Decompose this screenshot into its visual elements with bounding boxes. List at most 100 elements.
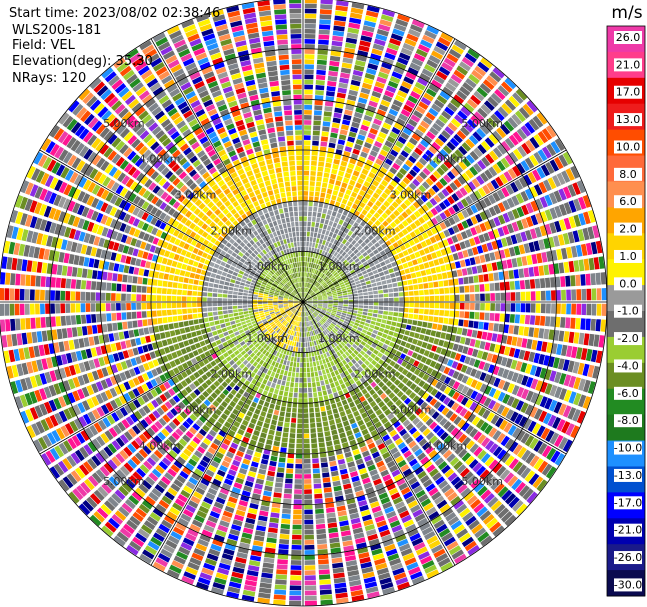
velocity-gate bbox=[439, 222, 447, 230]
velocity-gate bbox=[326, 290, 331, 293]
velocity-gate bbox=[386, 113, 396, 121]
velocity-gate bbox=[352, 335, 358, 341]
velocity-gate bbox=[448, 318, 454, 325]
velocity-gate bbox=[308, 206, 313, 212]
velocity-gate bbox=[300, 327, 302, 332]
velocity-gate bbox=[332, 117, 341, 124]
velocity-gate bbox=[319, 146, 327, 152]
velocity-gate bbox=[327, 147, 335, 154]
velocity-gate bbox=[382, 343, 389, 350]
velocity-gate bbox=[327, 362, 332, 368]
velocity-gate bbox=[515, 292, 521, 301]
velocity-gate bbox=[308, 402, 314, 408]
velocity-gate bbox=[168, 449, 178, 459]
velocity-gate bbox=[497, 391, 506, 402]
velocity-gate bbox=[333, 298, 338, 301]
velocity-gate bbox=[417, 389, 425, 397]
velocity-gate bbox=[429, 236, 437, 244]
velocity-gate bbox=[339, 468, 348, 475]
velocity-gate bbox=[568, 216, 577, 229]
velocity-gate bbox=[375, 397, 382, 404]
velocity-gate bbox=[571, 303, 577, 315]
velocity-gate bbox=[469, 311, 475, 319]
velocity-gate bbox=[497, 486, 509, 498]
velocity-gate bbox=[421, 526, 434, 536]
velocity-gate bbox=[354, 111, 363, 119]
velocity-gate bbox=[484, 385, 492, 395]
velocity-gate bbox=[447, 368, 455, 377]
velocity-gate bbox=[289, 340, 293, 346]
velocity-gate bbox=[439, 417, 448, 427]
velocity-gate bbox=[286, 360, 290, 366]
velocity-gate bbox=[297, 408, 303, 413]
velocity-gate bbox=[326, 86, 336, 92]
velocity-gate bbox=[570, 165, 580, 179]
velocity-gate bbox=[245, 574, 258, 582]
velocity-gate bbox=[338, 270, 344, 275]
velocity-gate bbox=[305, 287, 308, 293]
velocity-gate bbox=[392, 282, 398, 288]
velocity-gate bbox=[316, 308, 321, 311]
velocity-gate bbox=[533, 151, 543, 164]
velocity-gate bbox=[470, 204, 479, 214]
velocity-gate bbox=[398, 482, 408, 491]
velocity-gate bbox=[483, 397, 492, 407]
velocity-gate bbox=[357, 311, 363, 315]
velocity-gate bbox=[316, 59, 327, 65]
velocity-gate bbox=[380, 392, 387, 400]
velocity-gate bbox=[423, 247, 430, 254]
velocity-gate bbox=[321, 348, 326, 354]
velocity-gate bbox=[337, 87, 347, 94]
velocity-gate bbox=[486, 117, 498, 128]
velocity-gate bbox=[585, 318, 591, 331]
velocity-gate bbox=[260, 394, 267, 401]
velocity-gate bbox=[304, 585, 317, 591]
velocity-gate bbox=[380, 204, 387, 212]
velocity-gate bbox=[293, 309, 297, 314]
velocity-gate bbox=[367, 132, 376, 140]
velocity-gate bbox=[448, 545, 462, 556]
velocity-gate bbox=[446, 325, 453, 333]
velocity-gate bbox=[436, 499, 448, 509]
velocity-gate bbox=[360, 370, 367, 376]
velocity-gate bbox=[297, 413, 303, 418]
velocity-gate bbox=[196, 464, 206, 473]
velocity-gate bbox=[457, 212, 465, 221]
velocity-gate bbox=[369, 127, 378, 135]
velocity-gate bbox=[247, 376, 253, 382]
velocity-gate bbox=[386, 346, 393, 352]
velocity-gate bbox=[301, 327, 303, 332]
velocity-gate bbox=[525, 291, 531, 301]
velocity-gate bbox=[312, 296, 317, 299]
velocity-gate bbox=[454, 164, 464, 174]
velocity-gate bbox=[571, 245, 578, 258]
velocity-gate bbox=[291, 314, 295, 319]
velocity-gate bbox=[172, 418, 181, 427]
velocity-gate bbox=[430, 330, 437, 337]
velocity-gate bbox=[250, 372, 256, 378]
velocity-gate bbox=[322, 307, 327, 310]
velocity-gate bbox=[321, 290, 326, 294]
velocity-gate bbox=[449, 302, 455, 309]
velocity-gate bbox=[465, 515, 477, 526]
velocity-gate bbox=[313, 319, 317, 324]
velocity-gate bbox=[296, 443, 303, 449]
velocity-gate bbox=[295, 464, 302, 469]
velocity-gate bbox=[331, 470, 339, 477]
velocity-gate bbox=[373, 298, 379, 302]
velocity-gate bbox=[211, 425, 220, 433]
velocity-gate bbox=[474, 339, 481, 348]
velocity-gate bbox=[214, 388, 222, 396]
velocity-gate bbox=[411, 404, 419, 412]
velocity-gate bbox=[277, 559, 288, 565]
velocity-gate bbox=[170, 531, 182, 541]
velocity-gate bbox=[301, 307, 303, 312]
velocity-gate bbox=[326, 291, 332, 294]
velocity-gate bbox=[319, 359, 323, 365]
velocity-gate bbox=[378, 24, 391, 32]
velocity-gate bbox=[558, 437, 569, 450]
velocity-gate bbox=[368, 100, 378, 108]
velocity-gate bbox=[465, 388, 474, 397]
velocity-gate bbox=[303, 307, 304, 312]
velocity-gate bbox=[373, 290, 378, 295]
